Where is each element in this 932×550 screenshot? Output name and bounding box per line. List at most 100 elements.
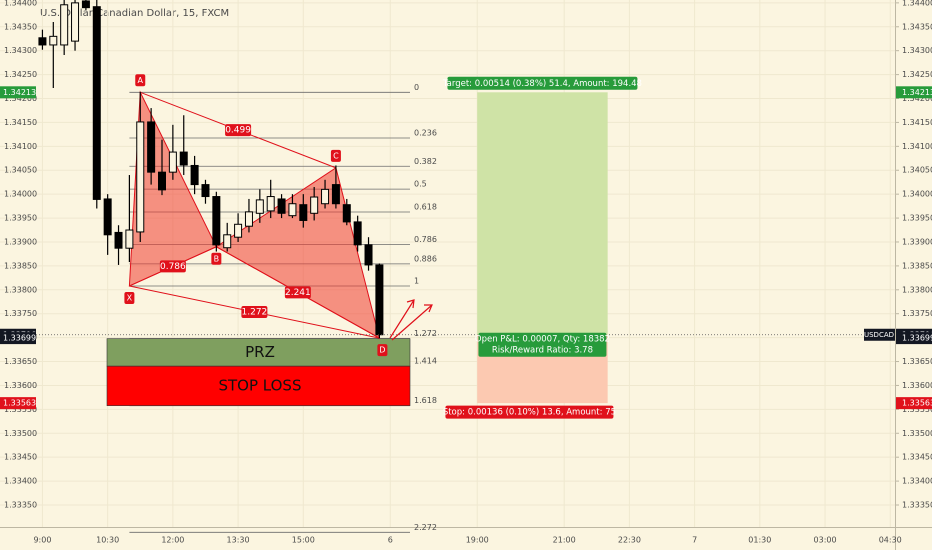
zone-label: PRZ — [245, 343, 275, 361]
candle-body — [71, 2, 80, 42]
x-tick-label: 03:00 — [814, 536, 837, 545]
candle-body — [266, 196, 275, 212]
candle-body — [168, 151, 177, 173]
position-badge — [447, 76, 638, 90]
y-tick-label: 1.33750 — [902, 309, 932, 318]
price-badge-label: 1.33563 — [3, 399, 36, 408]
fib-label: 0.382 — [414, 157, 437, 166]
candle-body — [212, 196, 221, 246]
point-label: C — [333, 151, 339, 160]
y-tick-label: 1.33500 — [902, 429, 932, 438]
zone-box — [106, 365, 411, 406]
fib-label: 0.236 — [414, 129, 437, 138]
candle-body — [353, 221, 362, 246]
chart-title: U.S. Dollar/Canadian Dollar, 15, FXCM — [40, 8, 229, 19]
zone-box — [106, 338, 411, 367]
candle-body — [60, 4, 69, 46]
ratio-badge — [159, 260, 186, 273]
y-tick-label: 1.34200 — [902, 94, 932, 103]
fib-label: 1.414 — [414, 357, 437, 366]
fib-label: 0 — [414, 83, 419, 92]
y-tick-label: 1.34150 — [902, 118, 932, 127]
candle-body — [342, 204, 351, 223]
y-tick-label: 1.34050 — [902, 166, 932, 175]
candle-body — [114, 231, 123, 249]
y-tick-label: 1.34400 — [902, 0, 932, 7]
point-badge — [377, 344, 388, 357]
candle-body — [103, 198, 112, 236]
y-tick-label-left: 1.33500 — [4, 429, 37, 438]
arrow — [391, 304, 433, 341]
price-badge — [0, 86, 36, 99]
y-tick-label: 1.33850 — [902, 261, 932, 270]
target-zone — [477, 92, 608, 335]
y-tick-label-left: 1.33850 — [4, 261, 37, 270]
point-label: B — [214, 254, 220, 263]
x-tick-label: 7 — [692, 536, 697, 545]
price-badge — [896, 397, 932, 410]
x-tick-label: 9:00 — [33, 536, 51, 545]
pnl-label: Open P&L: 0.00007, Qty: 18382 — [475, 334, 610, 344]
y-tick-label-left: 1.33600 — [4, 381, 37, 390]
y-tick-label-left: 1.34000 — [4, 190, 37, 199]
x-tick-label: 04:30 — [879, 536, 902, 545]
candle-body — [234, 223, 243, 238]
x-tick-label: 10:30 — [96, 536, 119, 545]
x-tick-label: 01:30 — [748, 536, 771, 545]
candle-body — [92, 6, 101, 200]
fib-label: 0.5 — [414, 180, 427, 189]
fib-label: 1.618 — [414, 396, 437, 405]
y-tick-label: 1.33450 — [902, 453, 932, 462]
y-tick-label: 1.34350 — [902, 22, 932, 31]
x-tick-label: 19:00 — [466, 536, 489, 545]
fib-label: 1.272 — [414, 329, 437, 338]
price-badge — [0, 332, 36, 345]
x-tick-label: 12:00 — [161, 536, 184, 545]
x-tick-label: 21:00 — [553, 536, 576, 545]
candle-body — [223, 234, 232, 249]
price-badge — [0, 397, 36, 410]
target-label: Target: 0.00514 (0.38%) 51.4, Amount: 19… — [442, 79, 642, 89]
candles — [38, 0, 384, 339]
ratio-label: 1.272 — [242, 308, 268, 318]
point-label: A — [138, 76, 144, 85]
candle-body — [321, 188, 330, 205]
y-tick-label: 1.34000 — [902, 190, 932, 199]
y-tick-label: 1.33400 — [902, 477, 932, 486]
x-tick-label: 15:00 — [292, 536, 315, 545]
point-badge — [135, 74, 146, 87]
fib-label: 2.272 — [414, 523, 437, 532]
pnl-label: Risk/Reward Ratio: 3.78 — [492, 345, 593, 355]
zone-label: STOP LOSS — [219, 376, 302, 394]
candle-body — [299, 204, 308, 221]
symbol-badge — [864, 328, 895, 341]
y-tick-label-left: 1.34150 — [4, 118, 37, 127]
y-tick-label: 1.33550 — [902, 405, 932, 414]
position-badge — [478, 332, 607, 357]
stop-label: Stop: 0.00136 (0.10%) 13.6, Amount: 75 — [443, 408, 616, 418]
candle-body — [375, 264, 384, 336]
candle-body — [255, 199, 264, 214]
y-tick-label-left: 1.33350 — [4, 501, 37, 510]
fib-label: 0.786 — [414, 235, 437, 244]
x-tick-label: 22:30 — [618, 536, 641, 545]
y-tick-label-left: 1.34400 — [4, 0, 37, 7]
y-tick-label-left: 1.33400 — [4, 477, 37, 486]
candle-body — [190, 164, 199, 186]
x-tick-label: 13:30 — [227, 536, 250, 545]
symbol-label: USDCAD — [864, 331, 894, 339]
y-tick-label: 1.34250 — [902, 70, 932, 79]
candle-body — [125, 229, 134, 249]
position-badge — [445, 405, 614, 419]
y-tick-label: 1.33950 — [902, 214, 932, 223]
y-tick-label: 1.34100 — [902, 142, 932, 151]
candle-body — [331, 184, 340, 205]
y-tick-label-left: 1.34350 — [4, 22, 37, 31]
candle-body — [38, 37, 47, 46]
y-tick-label: 1.33650 — [902, 357, 932, 366]
y-tick-label: 1.33900 — [902, 237, 932, 246]
y-tick-label-left: 1.34100 — [4, 142, 37, 151]
x-tick-label: 6 — [388, 536, 393, 545]
y-tick-label-left: 1.34300 — [4, 46, 37, 55]
candle-body — [158, 171, 167, 191]
